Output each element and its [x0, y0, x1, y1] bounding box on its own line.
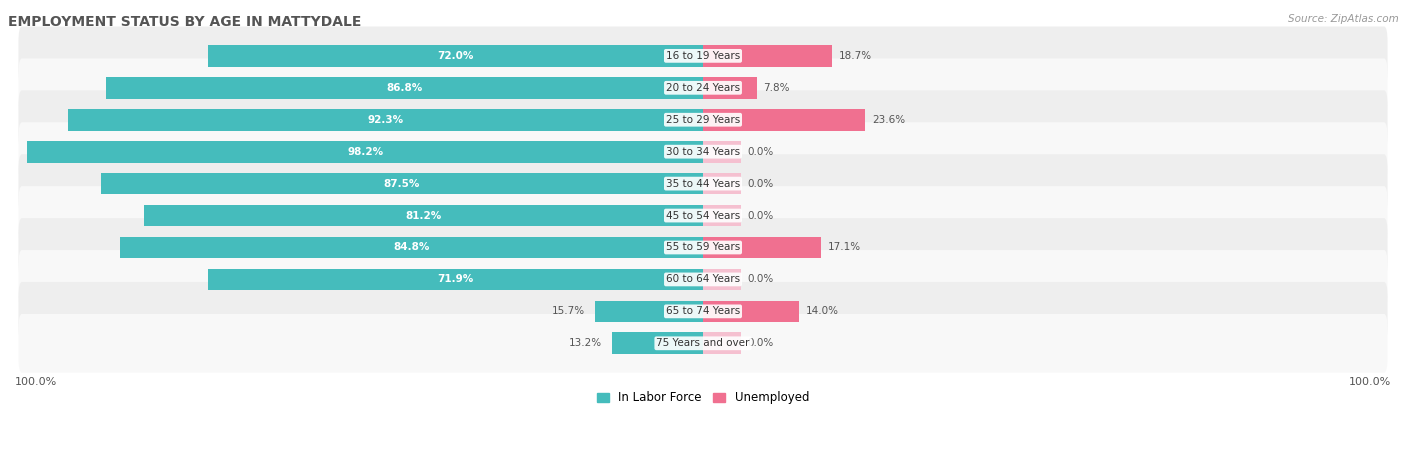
- Bar: [703, 77, 756, 99]
- Bar: [120, 237, 703, 258]
- Text: 100.0%: 100.0%: [1348, 377, 1391, 387]
- Text: 0.0%: 0.0%: [748, 274, 773, 285]
- Text: 98.2%: 98.2%: [347, 147, 384, 156]
- Bar: [703, 269, 741, 290]
- FancyBboxPatch shape: [18, 59, 1388, 117]
- FancyBboxPatch shape: [18, 314, 1388, 373]
- Text: 20 to 24 Years: 20 to 24 Years: [666, 83, 740, 93]
- FancyBboxPatch shape: [18, 122, 1388, 181]
- Text: 45 to 54 Years: 45 to 54 Years: [666, 211, 740, 221]
- Text: 16 to 19 Years: 16 to 19 Years: [666, 51, 740, 61]
- Bar: [67, 109, 703, 131]
- Text: 25 to 29 Years: 25 to 29 Years: [666, 115, 740, 125]
- Text: 30 to 34 Years: 30 to 34 Years: [666, 147, 740, 156]
- Bar: [595, 300, 703, 322]
- Bar: [703, 205, 741, 226]
- Text: 0.0%: 0.0%: [748, 211, 773, 221]
- FancyBboxPatch shape: [18, 250, 1388, 309]
- FancyBboxPatch shape: [18, 90, 1388, 149]
- FancyBboxPatch shape: [18, 218, 1388, 277]
- FancyBboxPatch shape: [18, 27, 1388, 85]
- Bar: [703, 141, 741, 162]
- Bar: [208, 45, 703, 67]
- Text: 65 to 74 Years: 65 to 74 Years: [666, 306, 740, 316]
- Bar: [208, 269, 703, 290]
- Text: 17.1%: 17.1%: [828, 243, 860, 253]
- Text: 23.6%: 23.6%: [872, 115, 905, 125]
- Text: 0.0%: 0.0%: [748, 147, 773, 156]
- FancyBboxPatch shape: [18, 154, 1388, 213]
- Text: 55 to 59 Years: 55 to 59 Years: [666, 243, 740, 253]
- Bar: [145, 205, 703, 226]
- Text: EMPLOYMENT STATUS BY AGE IN MATTYDALE: EMPLOYMENT STATUS BY AGE IN MATTYDALE: [8, 15, 361, 29]
- Bar: [703, 173, 741, 194]
- Text: 60 to 64 Years: 60 to 64 Years: [666, 274, 740, 285]
- Legend: In Labor Force, Unemployed: In Labor Force, Unemployed: [598, 391, 808, 405]
- Bar: [105, 77, 703, 99]
- Text: 14.0%: 14.0%: [806, 306, 839, 316]
- Bar: [703, 45, 832, 67]
- Text: 35 to 44 Years: 35 to 44 Years: [666, 179, 740, 189]
- Bar: [612, 332, 703, 354]
- FancyBboxPatch shape: [18, 186, 1388, 245]
- Bar: [703, 109, 865, 131]
- Bar: [703, 300, 800, 322]
- Text: 0.0%: 0.0%: [748, 179, 773, 189]
- Text: 81.2%: 81.2%: [405, 211, 441, 221]
- Text: Source: ZipAtlas.com: Source: ZipAtlas.com: [1288, 14, 1399, 23]
- Text: 72.0%: 72.0%: [437, 51, 474, 61]
- Text: 7.8%: 7.8%: [763, 83, 790, 93]
- Bar: [101, 173, 703, 194]
- Text: 0.0%: 0.0%: [748, 338, 773, 348]
- Bar: [703, 332, 741, 354]
- Text: 13.2%: 13.2%: [569, 338, 602, 348]
- Bar: [27, 141, 703, 162]
- Text: 92.3%: 92.3%: [367, 115, 404, 125]
- Bar: [703, 237, 821, 258]
- Text: 71.9%: 71.9%: [437, 274, 474, 285]
- FancyBboxPatch shape: [18, 282, 1388, 341]
- Text: 15.7%: 15.7%: [551, 306, 585, 316]
- Text: 18.7%: 18.7%: [838, 51, 872, 61]
- Text: 87.5%: 87.5%: [384, 179, 420, 189]
- Text: 100.0%: 100.0%: [15, 377, 58, 387]
- Text: 86.8%: 86.8%: [387, 83, 423, 93]
- Text: 84.8%: 84.8%: [394, 243, 429, 253]
- Text: 75 Years and over: 75 Years and over: [657, 338, 749, 348]
